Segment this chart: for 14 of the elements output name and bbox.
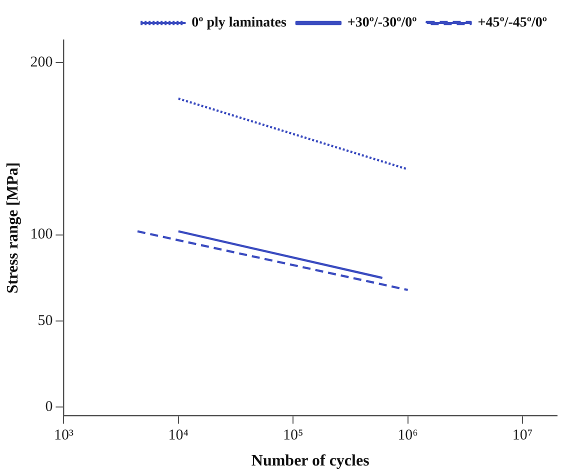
x-tick-label: 10⁵ [282, 428, 304, 444]
y-axis-title: Stress range [MPa] [4, 162, 22, 294]
x-tick-label: 10⁴ [168, 428, 189, 444]
x-tick-label: 10³ [54, 428, 74, 444]
x-tick-label: 10⁷ [512, 428, 533, 444]
y-tick-label: 0 [45, 399, 53, 416]
legend-label: +45º/-45º/0º [478, 16, 548, 31]
y-tick-label: 200 [30, 54, 53, 70]
x-tick-label: 10⁶ [398, 428, 418, 444]
y-tick-label: 100 [30, 226, 53, 243]
legend-label: 0º ply laminates [192, 16, 287, 31]
y-tick-label: 50 [38, 312, 53, 329]
x-axis-title: Number of cycles [251, 452, 370, 470]
legend-label: +30º/-30º/0º [347, 16, 418, 31]
